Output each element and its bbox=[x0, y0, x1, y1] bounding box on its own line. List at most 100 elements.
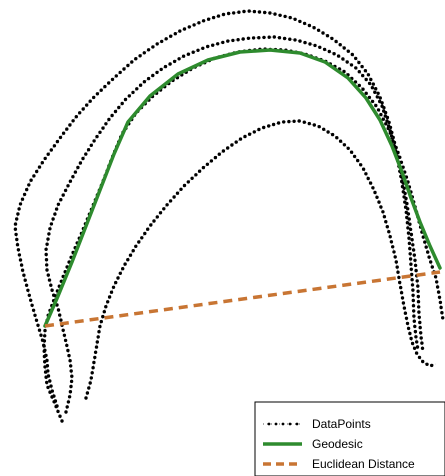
data-point bbox=[263, 10, 267, 15]
data-point bbox=[85, 391, 90, 395]
data-point bbox=[312, 26, 316, 30]
data-point bbox=[386, 124, 391, 128]
data-point bbox=[127, 94, 131, 98]
data-point bbox=[52, 293, 56, 297]
data-point bbox=[429, 260, 433, 264]
legend-label-geodesic: Geodesic bbox=[312, 437, 363, 451]
data-point bbox=[18, 258, 23, 262]
data-point bbox=[22, 273, 26, 277]
data-point bbox=[426, 250, 430, 254]
data-point bbox=[69, 364, 73, 368]
data-point bbox=[322, 47, 327, 52]
data-point bbox=[435, 280, 439, 284]
data-point bbox=[155, 70, 159, 75]
data-point bbox=[379, 205, 383, 209]
data-point bbox=[417, 355, 422, 360]
data-point bbox=[142, 51, 146, 55]
data-point bbox=[45, 242, 49, 246]
data-point bbox=[236, 38, 240, 42]
data-point bbox=[398, 280, 402, 285]
data-point bbox=[201, 19, 206, 23]
data-point bbox=[48, 379, 52, 383]
data-point bbox=[110, 77, 115, 82]
data-point bbox=[302, 21, 307, 26]
data-point bbox=[400, 184, 405, 189]
data-point bbox=[40, 338, 45, 342]
data-point bbox=[137, 240, 141, 244]
data-point bbox=[302, 120, 306, 124]
legend-box bbox=[254, 401, 445, 476]
data-point bbox=[89, 143, 94, 147]
data-point bbox=[186, 180, 190, 184]
data-point bbox=[383, 114, 387, 118]
data-point bbox=[95, 92, 100, 96]
data-point bbox=[282, 36, 287, 41]
data-point bbox=[252, 130, 256, 134]
data-point bbox=[385, 119, 389, 123]
data-point bbox=[131, 90, 135, 95]
data-point bbox=[332, 52, 336, 56]
data-point bbox=[205, 162, 210, 166]
data-point bbox=[354, 66, 358, 70]
data-point bbox=[424, 245, 428, 249]
data-point bbox=[86, 148, 91, 152]
data-point bbox=[71, 175, 75, 179]
data-point bbox=[395, 265, 399, 269]
data-point bbox=[357, 70, 361, 74]
data-point bbox=[406, 231, 411, 235]
data-point bbox=[162, 207, 166, 211]
data-point bbox=[173, 32, 177, 36]
data-point bbox=[87, 386, 91, 390]
data-point bbox=[15, 217, 19, 221]
data-point bbox=[103, 84, 107, 89]
data-point bbox=[63, 188, 68, 193]
data-point bbox=[92, 95, 96, 100]
data-point bbox=[17, 253, 22, 257]
data-point bbox=[371, 186, 375, 190]
data-point bbox=[52, 394, 56, 398]
data-point bbox=[308, 42, 312, 46]
data-point bbox=[226, 146, 230, 150]
data-point bbox=[393, 255, 397, 259]
legend-entry-datapoints: DataPoints bbox=[263, 417, 371, 431]
data-point bbox=[26, 288, 30, 292]
data-point bbox=[406, 326, 411, 331]
data-point bbox=[341, 57, 345, 61]
data-point bbox=[396, 270, 400, 274]
data-point bbox=[416, 284, 420, 288]
data-point bbox=[217, 152, 221, 156]
data-point bbox=[246, 36, 251, 40]
data-point bbox=[278, 13, 282, 17]
data-point bbox=[15, 243, 20, 247]
data-point bbox=[436, 290, 441, 294]
data-point bbox=[226, 11, 231, 16]
data-point bbox=[350, 52, 354, 57]
data-point bbox=[354, 56, 358, 61]
data-point bbox=[128, 253, 133, 257]
data-point bbox=[287, 119, 291, 124]
data-point bbox=[81, 107, 85, 111]
data-point bbox=[303, 40, 307, 45]
data-point bbox=[336, 54, 341, 58]
data-point bbox=[411, 293, 415, 297]
data-point bbox=[126, 63, 130, 68]
data-point bbox=[211, 15, 216, 20]
data-point bbox=[19, 263, 24, 267]
data-point bbox=[30, 303, 34, 307]
data-point bbox=[46, 369, 50, 373]
data-point bbox=[182, 183, 187, 188]
data-point bbox=[159, 67, 163, 72]
data-point bbox=[411, 298, 415, 303]
data-point bbox=[49, 222, 54, 226]
data-point bbox=[404, 316, 409, 320]
data-point bbox=[288, 37, 292, 41]
data-point bbox=[116, 276, 120, 280]
data-point bbox=[437, 295, 442, 299]
data-point bbox=[37, 165, 42, 169]
data-point bbox=[134, 244, 138, 248]
data-point bbox=[51, 217, 55, 221]
data-point bbox=[411, 304, 416, 308]
data-point bbox=[283, 14, 287, 19]
data-point bbox=[149, 223, 153, 227]
